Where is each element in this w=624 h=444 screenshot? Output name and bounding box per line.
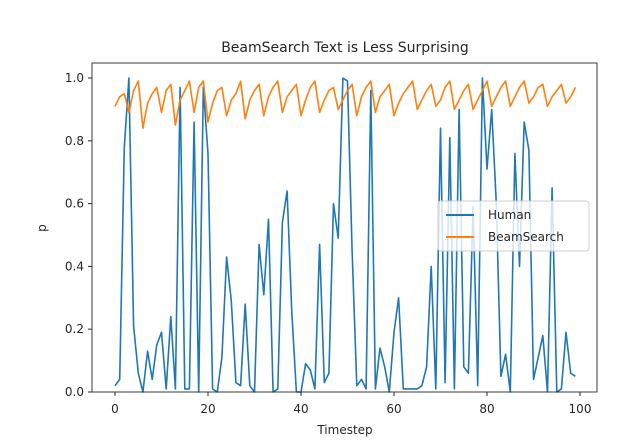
x-tick-label: 40 — [293, 402, 308, 416]
series-line-human — [114, 77, 576, 393]
x-tick-label: 0 — [111, 402, 119, 416]
y-axis: 0.0 0.2 0.4 0.6 0.8 1.0 — [65, 71, 92, 399]
legend: Human BeamSearch — [437, 200, 590, 252]
x-tick-label: 100 — [569, 402, 592, 416]
series-layer — [114, 77, 577, 393]
y-tick-label: 0.0 — [65, 385, 84, 399]
y-tick-label: 0.4 — [65, 259, 84, 273]
legend-label-human: Human — [488, 208, 531, 222]
x-tick-label: 60 — [386, 402, 401, 416]
legend-label-beamsearch: BeamSearch — [488, 230, 564, 244]
x-tick-label: 80 — [479, 402, 494, 416]
series-line-beamsearch — [114, 80, 577, 129]
x-axis: 0 20 40 60 80 100 — [111, 392, 591, 416]
legend-box — [437, 200, 590, 252]
x-axis-label: Timestep — [316, 423, 372, 437]
y-tick-label: 0.2 — [65, 322, 84, 336]
y-tick-label: 1.0 — [65, 71, 84, 85]
x-tick-label: 20 — [200, 402, 215, 416]
chart-title: BeamSearch Text is Less Surprising — [221, 40, 469, 56]
y-tick-label: 0.8 — [65, 134, 84, 148]
y-axis-label: p — [35, 224, 49, 232]
y-tick-label: 0.6 — [65, 197, 84, 211]
axes-border — [91, 62, 598, 393]
